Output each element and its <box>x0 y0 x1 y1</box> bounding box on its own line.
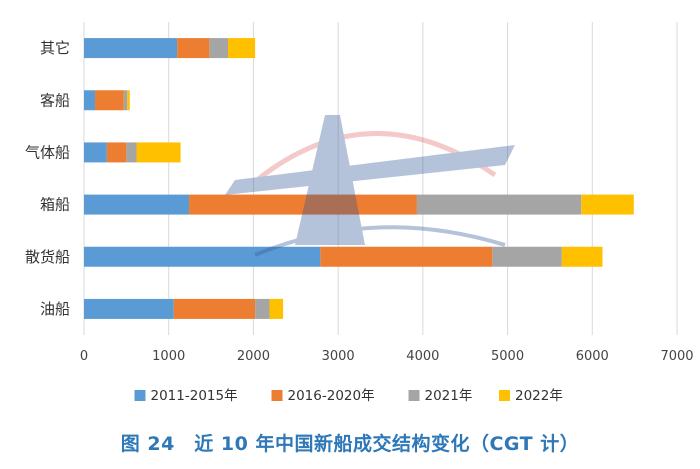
x-tick-label: 6000 <box>576 349 609 364</box>
x-tick-label: 0 <box>80 349 88 364</box>
bar-segment <box>177 38 210 59</box>
bar-segment <box>84 246 321 267</box>
category-label: 油船 <box>40 300 70 318</box>
legend-swatch <box>499 390 510 401</box>
category-label: 其它 <box>40 39 70 57</box>
legend-label: 2021年 <box>425 388 473 404</box>
bar-segment <box>189 194 417 215</box>
bar-segment <box>126 142 137 163</box>
bar-segment <box>561 246 603 267</box>
chart-area: 0 1000 2000 3000 4000 5000 6000 7000 其它客船气体船箱船散货… <box>25 22 694 404</box>
bar-segment <box>255 298 270 319</box>
bar-segment <box>84 142 107 163</box>
bar-segment <box>84 38 178 59</box>
category-label: 气体船 <box>25 143 70 161</box>
bar-segment <box>581 194 634 215</box>
bar-segment <box>209 38 229 59</box>
bar-segment <box>84 194 190 215</box>
bar-segment <box>136 142 181 163</box>
bar-segment <box>416 194 582 215</box>
legend-label: 2011-2015年 <box>151 388 238 404</box>
x-tick-label: 7000 <box>660 349 693 364</box>
bar-segment <box>84 298 174 319</box>
x-tick-label: 4000 <box>406 349 439 364</box>
legend-swatch <box>271 390 283 401</box>
x-tick-label: 3000 <box>322 349 355 364</box>
bar-segment <box>106 142 127 163</box>
stacked-bar-chart: 0 1000 2000 3000 4000 5000 6000 7000 其它客船气体船箱船散货… <box>25 22 694 404</box>
bar-segment <box>84 90 96 111</box>
bar-segment <box>95 90 124 111</box>
bar-segment <box>173 298 256 319</box>
bar-segment <box>320 246 493 267</box>
bar-segment <box>269 298 284 319</box>
category-label: 散货船 <box>25 248 70 266</box>
bar-segment <box>127 90 130 111</box>
legend-swatch <box>408 390 420 401</box>
bar-segment <box>123 90 128 111</box>
bar-segment <box>492 246 562 267</box>
category-label: 客船 <box>40 91 70 109</box>
bar-segment <box>228 38 256 59</box>
x-tick-label: 2000 <box>237 349 270 364</box>
legend-label: 2022年 <box>515 388 563 404</box>
legend-label: 2016-2020年 <box>288 388 375 404</box>
figure-caption: 图 24 近 10 年中国新船成交结构变化（CGT 计） <box>120 433 580 455</box>
x-tick-label: 5000 <box>491 349 524 364</box>
x-tick-label: 1000 <box>152 349 185 364</box>
category-label: 箱船 <box>40 196 70 214</box>
legend-swatch <box>134 390 146 401</box>
